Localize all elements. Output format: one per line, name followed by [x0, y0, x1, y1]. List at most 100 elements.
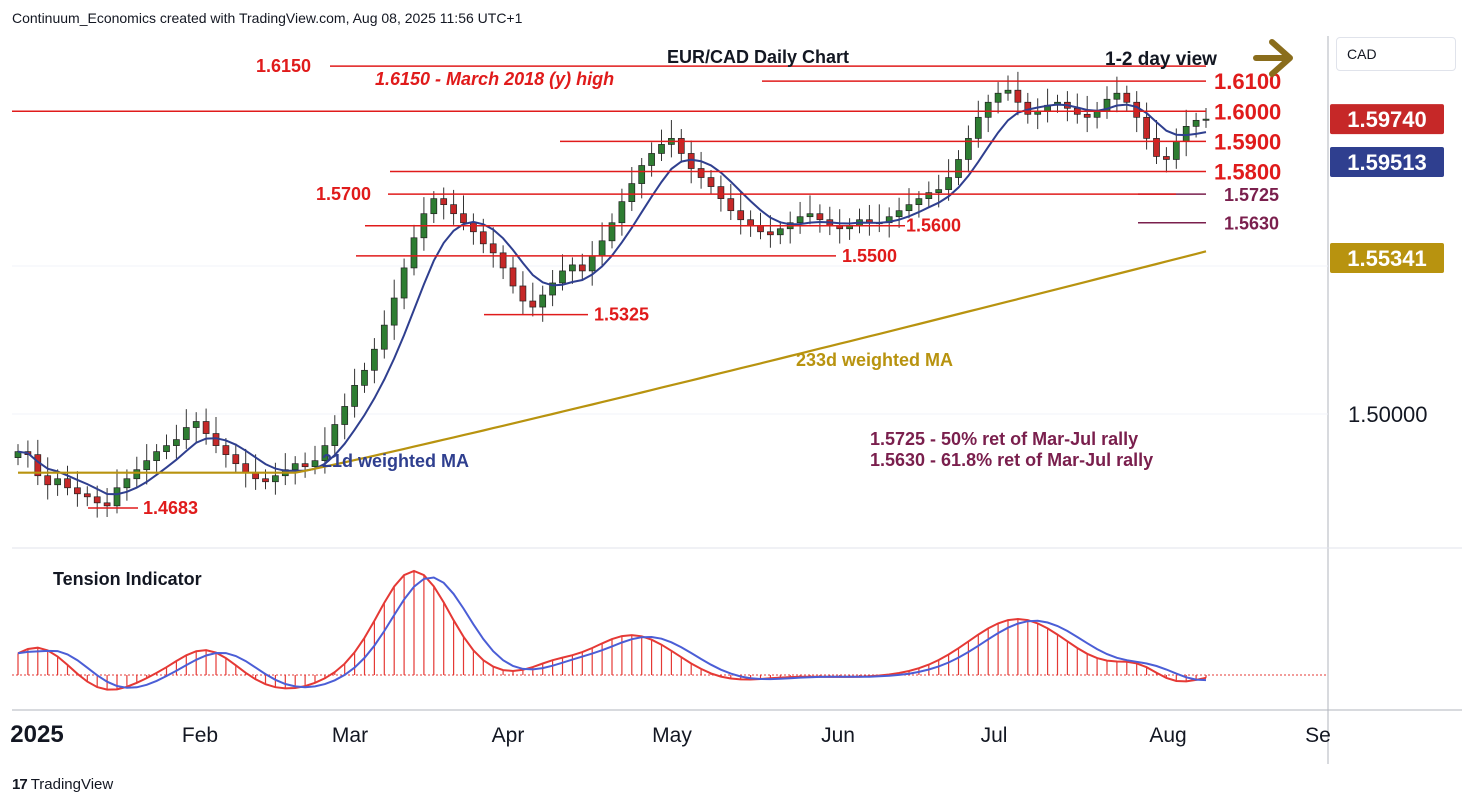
candle-body	[1153, 138, 1160, 157]
candle-body	[1093, 110, 1101, 118]
candle-body	[509, 267, 517, 287]
candle	[420, 197, 428, 251]
candle-body	[529, 300, 537, 308]
candle	[727, 183, 735, 221]
chart-title: EUR/CAD Daily Chart	[667, 47, 849, 67]
level-label: 1.5325	[594, 305, 649, 325]
annotation-ma233: 233d weighted MA	[796, 350, 953, 370]
candle-body	[380, 324, 388, 350]
x-tick-label: Apr	[492, 724, 525, 747]
candle	[44, 457, 52, 500]
candle-body	[262, 478, 269, 483]
arrow-head	[1269, 39, 1293, 77]
x-tick-label: Jul	[981, 724, 1008, 747]
candle-body	[638, 165, 646, 184]
candle	[1103, 86, 1111, 119]
candle	[598, 222, 606, 268]
candle	[143, 444, 151, 485]
candle	[509, 256, 517, 294]
candle-body	[1202, 118, 1210, 121]
candle	[440, 187, 448, 220]
candle-body	[648, 153, 655, 166]
candle-body	[717, 186, 725, 199]
ma233-line	[18, 250, 1207, 474]
candle-body	[588, 255, 596, 272]
candle-body	[965, 138, 972, 160]
candle-body	[470, 222, 477, 233]
candle-body	[450, 204, 457, 215]
candle	[163, 434, 170, 460]
candle-body	[371, 348, 378, 371]
candle	[974, 100, 982, 148]
tradingview-logo[interactable]: 17 TradingView	[12, 776, 113, 793]
candle-body	[311, 460, 319, 468]
price-tag-label: 1.55341	[1347, 246, 1427, 271]
candle	[212, 416, 220, 454]
currency-selector[interactable]: CAD	[1336, 37, 1456, 71]
annotation-ret2: 1.5630 - 61.8% ret of Mar-Jul rally	[870, 450, 1153, 470]
x-tick-label: Mar	[332, 724, 368, 747]
candle-body	[440, 198, 448, 206]
candle	[668, 120, 675, 158]
candle-body	[301, 463, 309, 468]
candle	[83, 486, 91, 507]
candle-body	[796, 216, 804, 224]
candle	[400, 258, 408, 310]
candle	[74, 471, 81, 507]
candle-body	[192, 421, 200, 428]
candle-body	[549, 282, 556, 296]
candle	[430, 191, 438, 224]
candle-body	[539, 294, 547, 308]
candle	[1123, 85, 1131, 112]
level-label: 1.6000	[1214, 99, 1281, 124]
candle-body	[460, 213, 467, 224]
candle-body	[232, 454, 240, 465]
candle-body	[430, 198, 438, 215]
candle	[281, 453, 289, 486]
candle-body	[410, 237, 418, 269]
candle	[747, 210, 754, 237]
candle-body	[153, 451, 160, 462]
candle-body	[331, 424, 339, 446]
candle	[984, 94, 992, 133]
candle-body	[34, 454, 42, 477]
candle-body	[935, 189, 943, 193]
candle	[1014, 71, 1022, 116]
candle	[866, 204, 873, 236]
candle	[192, 412, 200, 443]
level-label: 1.5500	[842, 246, 897, 266]
candle	[539, 285, 547, 322]
candle-body	[1083, 113, 1091, 118]
candle-body	[291, 463, 299, 471]
candle-body	[677, 138, 685, 154]
candle-body	[578, 264, 586, 272]
candle-body	[945, 177, 952, 190]
candle	[470, 213, 477, 245]
candle	[588, 241, 596, 286]
candle	[54, 469, 61, 496]
candle-body	[747, 219, 754, 227]
candle-body	[895, 210, 903, 218]
tension-histogram	[17, 571, 1207, 690]
candle-body	[559, 270, 566, 284]
candle-body	[608, 222, 616, 242]
candle-body	[925, 192, 933, 199]
candle-body	[816, 213, 824, 221]
candle-body	[54, 478, 61, 486]
price-tag	[1330, 243, 1444, 273]
candle-body	[361, 369, 368, 386]
candle-body	[341, 406, 349, 425]
candle	[371, 338, 378, 384]
x-tick-label: Feb	[182, 724, 218, 747]
candle-body	[569, 264, 576, 272]
x-tick-label: Aug	[1149, 724, 1186, 747]
candle-body	[202, 421, 210, 434]
level-label: 1.6150	[256, 56, 311, 76]
candle-body	[618, 201, 626, 224]
candle	[489, 227, 497, 268]
price-tag	[1330, 147, 1444, 177]
candle-body	[727, 198, 735, 212]
candle	[776, 221, 784, 245]
candle	[677, 129, 685, 163]
x-tick-label: Se	[1305, 724, 1331, 747]
